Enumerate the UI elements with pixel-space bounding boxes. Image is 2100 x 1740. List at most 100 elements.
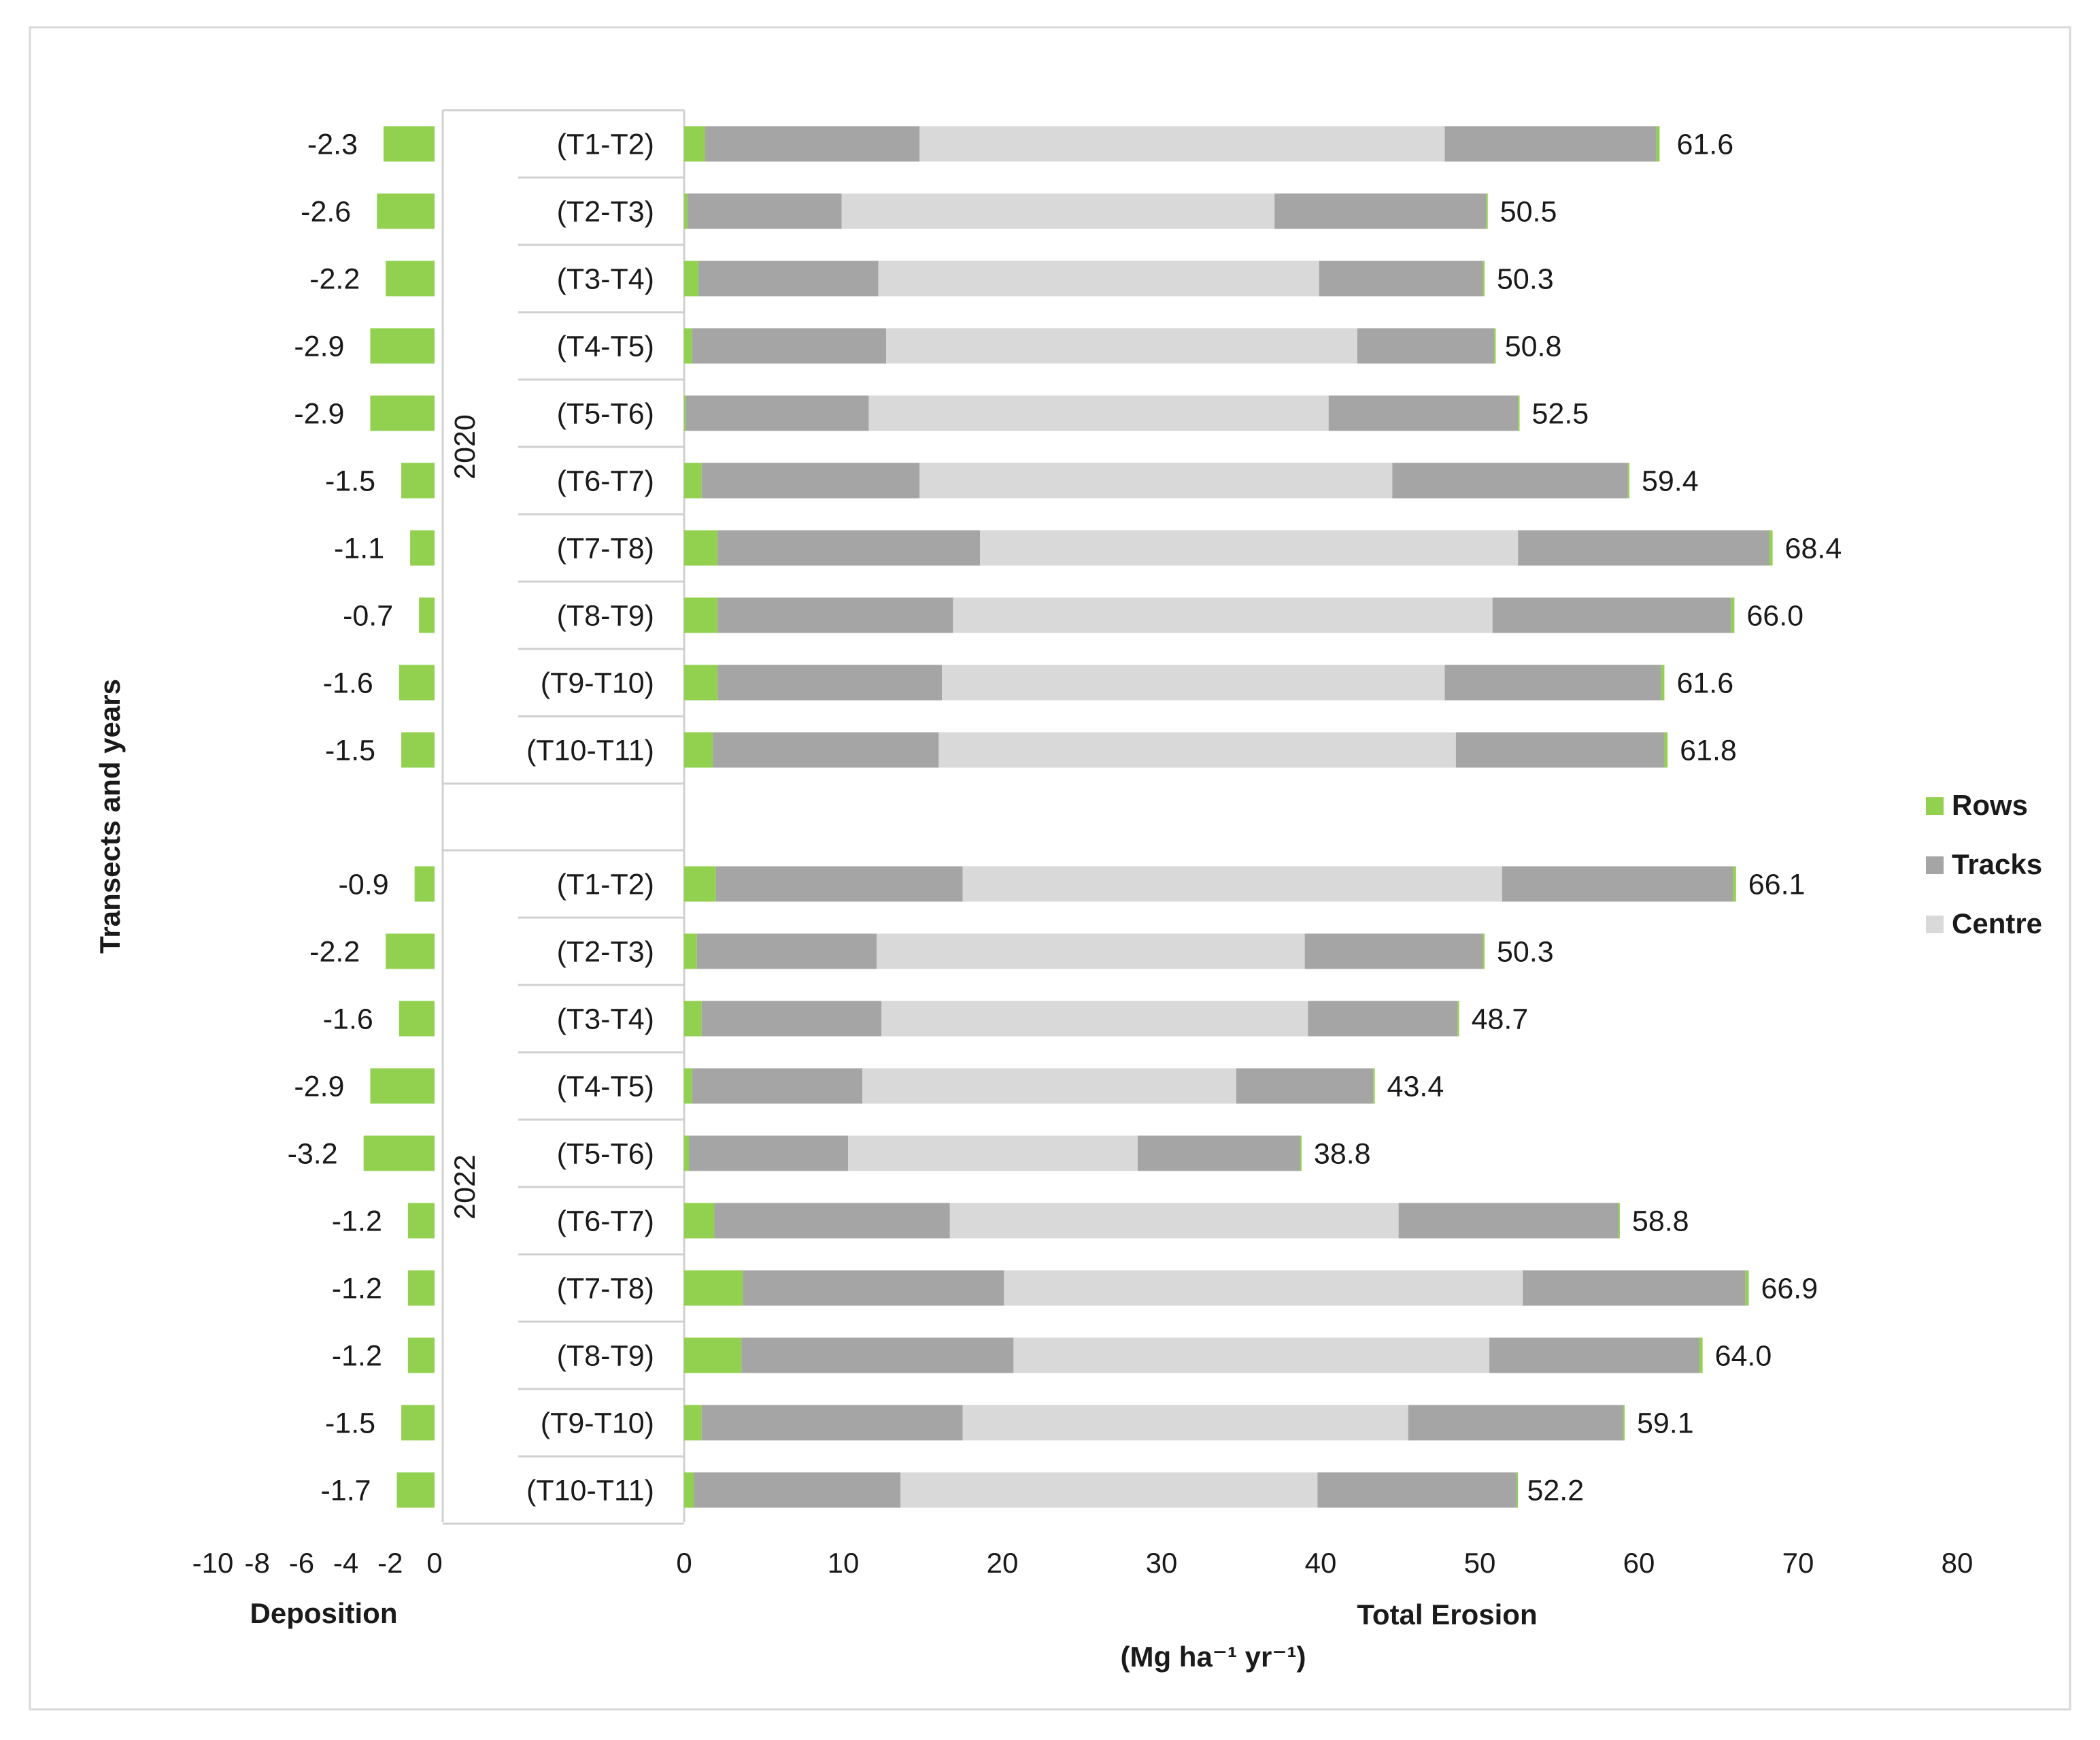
- bar-rows: [1627, 463, 1629, 499]
- bar-centre: [877, 933, 1305, 969]
- bar-rows: [1733, 866, 1736, 902]
- total-value-label: 66.1: [1748, 869, 1806, 901]
- erosion-tick-label: 30: [1146, 1547, 1178, 1579]
- bar-deposition: [384, 126, 435, 162]
- erosion-tick-label: 40: [1305, 1547, 1337, 1579]
- category-label: (T8-T9): [557, 600, 654, 633]
- category-label: (T8-T9): [557, 1340, 654, 1373]
- total-value-label: 61.6: [1676, 129, 1733, 161]
- deposition-axis-title: Deposition: [250, 1597, 398, 1629]
- category-label: (T7-T8): [557, 533, 654, 565]
- bar-deposition: [407, 1203, 435, 1239]
- deposition-value-label: -0.7: [343, 600, 393, 633]
- bar-rows: [1494, 328, 1496, 364]
- deposition-value-label: -1.7: [320, 1475, 371, 1507]
- bar-rows: [684, 463, 702, 499]
- bar-tracks: [1319, 261, 1483, 297]
- bar-deposition: [401, 1405, 435, 1441]
- total-value-label: 58.8: [1632, 1205, 1689, 1238]
- bar-centre: [868, 395, 1329, 431]
- category-label: (T5-T6): [557, 398, 654, 431]
- bar-tracks: [713, 732, 939, 768]
- bar-centre: [919, 463, 1393, 499]
- bar-rows: [684, 732, 713, 768]
- legend-swatch: [1926, 797, 1944, 815]
- category-label: (T3-T4): [557, 263, 654, 296]
- bar-rows: [684, 1405, 702, 1441]
- bar-deposition: [399, 665, 435, 701]
- total-value-label: 50.3: [1497, 936, 1554, 969]
- bar-deposition: [377, 193, 435, 229]
- bar-rows: [1518, 395, 1520, 431]
- category-label: (T4-T5): [557, 1071, 654, 1103]
- bar-centre: [919, 126, 1445, 162]
- deposition-value-label: -1.2: [332, 1205, 382, 1238]
- bar-tracks: [717, 665, 943, 701]
- deposition-tick-label: -10: [192, 1547, 234, 1579]
- bar-tracks: [1392, 463, 1628, 499]
- erosion-tick-label: 0: [676, 1547, 692, 1579]
- bar-tracks: [692, 328, 887, 364]
- bar-tracks: [1236, 1068, 1374, 1104]
- deposition-tick-label: 0: [426, 1547, 442, 1579]
- total-value-label: 61.6: [1676, 667, 1733, 700]
- bar-tracks: [1492, 597, 1731, 633]
- bar-tracks: [694, 1472, 901, 1508]
- legend-swatch: [1926, 856, 1944, 874]
- deposition-value-label: -2.9: [294, 331, 344, 363]
- bar-rows: [684, 866, 716, 902]
- bar-rows: [684, 395, 686, 431]
- bar-rows: [1661, 665, 1665, 701]
- bar-centre: [886, 328, 1357, 364]
- total-value-label: 48.7: [1472, 1003, 1529, 1036]
- erosion-tick-label: 70: [1782, 1547, 1814, 1579]
- bar-centre: [942, 665, 1445, 701]
- total-value-label: 50.8: [1505, 331, 1562, 363]
- total-value-label: 68.4: [1785, 533, 1842, 565]
- y-axis-title: Transects and years: [94, 679, 126, 954]
- bar-tracks: [1502, 866, 1733, 902]
- category-label: (T1-T2): [557, 869, 654, 901]
- total-value-label: 66.9: [1761, 1273, 1818, 1305]
- legend-label: Centre: [1952, 907, 2042, 939]
- bar-rows: [684, 530, 718, 566]
- bar-tracks: [687, 193, 842, 229]
- total-value-label: 50.5: [1500, 196, 1557, 229]
- bar-centre: [881, 1001, 1308, 1037]
- bar-centre: [878, 261, 1319, 297]
- bar-deposition: [419, 597, 435, 633]
- deposition-value-label: -1.6: [323, 1003, 373, 1036]
- bar-deposition: [363, 1135, 435, 1171]
- bar-deposition: [399, 1001, 435, 1037]
- deposition-tick-label: -4: [333, 1547, 358, 1579]
- bar-tracks: [1444, 665, 1661, 701]
- bar-centre: [980, 530, 1519, 566]
- category-label: (T5-T6): [557, 1138, 654, 1171]
- legend-swatch: [1926, 916, 1944, 933]
- bar-tracks: [1357, 328, 1495, 364]
- bar-rows: [1300, 1135, 1302, 1171]
- bar-rows: [684, 126, 705, 162]
- bar-tracks: [696, 933, 877, 969]
- erosion-tick-label: 80: [1942, 1547, 1974, 1579]
- erosion-tick-label: 10: [828, 1547, 860, 1579]
- deposition-value-label: -1.5: [325, 1407, 375, 1440]
- category-label: (T7-T8): [557, 1273, 654, 1305]
- total-value-label: 43.4: [1387, 1071, 1444, 1103]
- erosion-tick-label: 60: [1623, 1547, 1655, 1579]
- category-label: (T2-T3): [557, 936, 654, 969]
- deposition-value-label: -3.2: [288, 1138, 338, 1171]
- category-label: (T3-T4): [557, 1003, 654, 1036]
- bar-tracks: [1444, 126, 1657, 162]
- bar-tracks: [1304, 933, 1483, 969]
- bar-rows: [1731, 597, 1735, 633]
- bar-centre: [938, 732, 1456, 768]
- bar-tracks: [689, 1135, 849, 1171]
- bar-centre: [848, 1135, 1138, 1171]
- erosion-tick-label: 20: [987, 1547, 1019, 1579]
- bar-tracks: [743, 1270, 1004, 1306]
- bar-tracks: [1455, 732, 1665, 768]
- bar-rows: [684, 1203, 715, 1239]
- bar-tracks: [1489, 1337, 1699, 1373]
